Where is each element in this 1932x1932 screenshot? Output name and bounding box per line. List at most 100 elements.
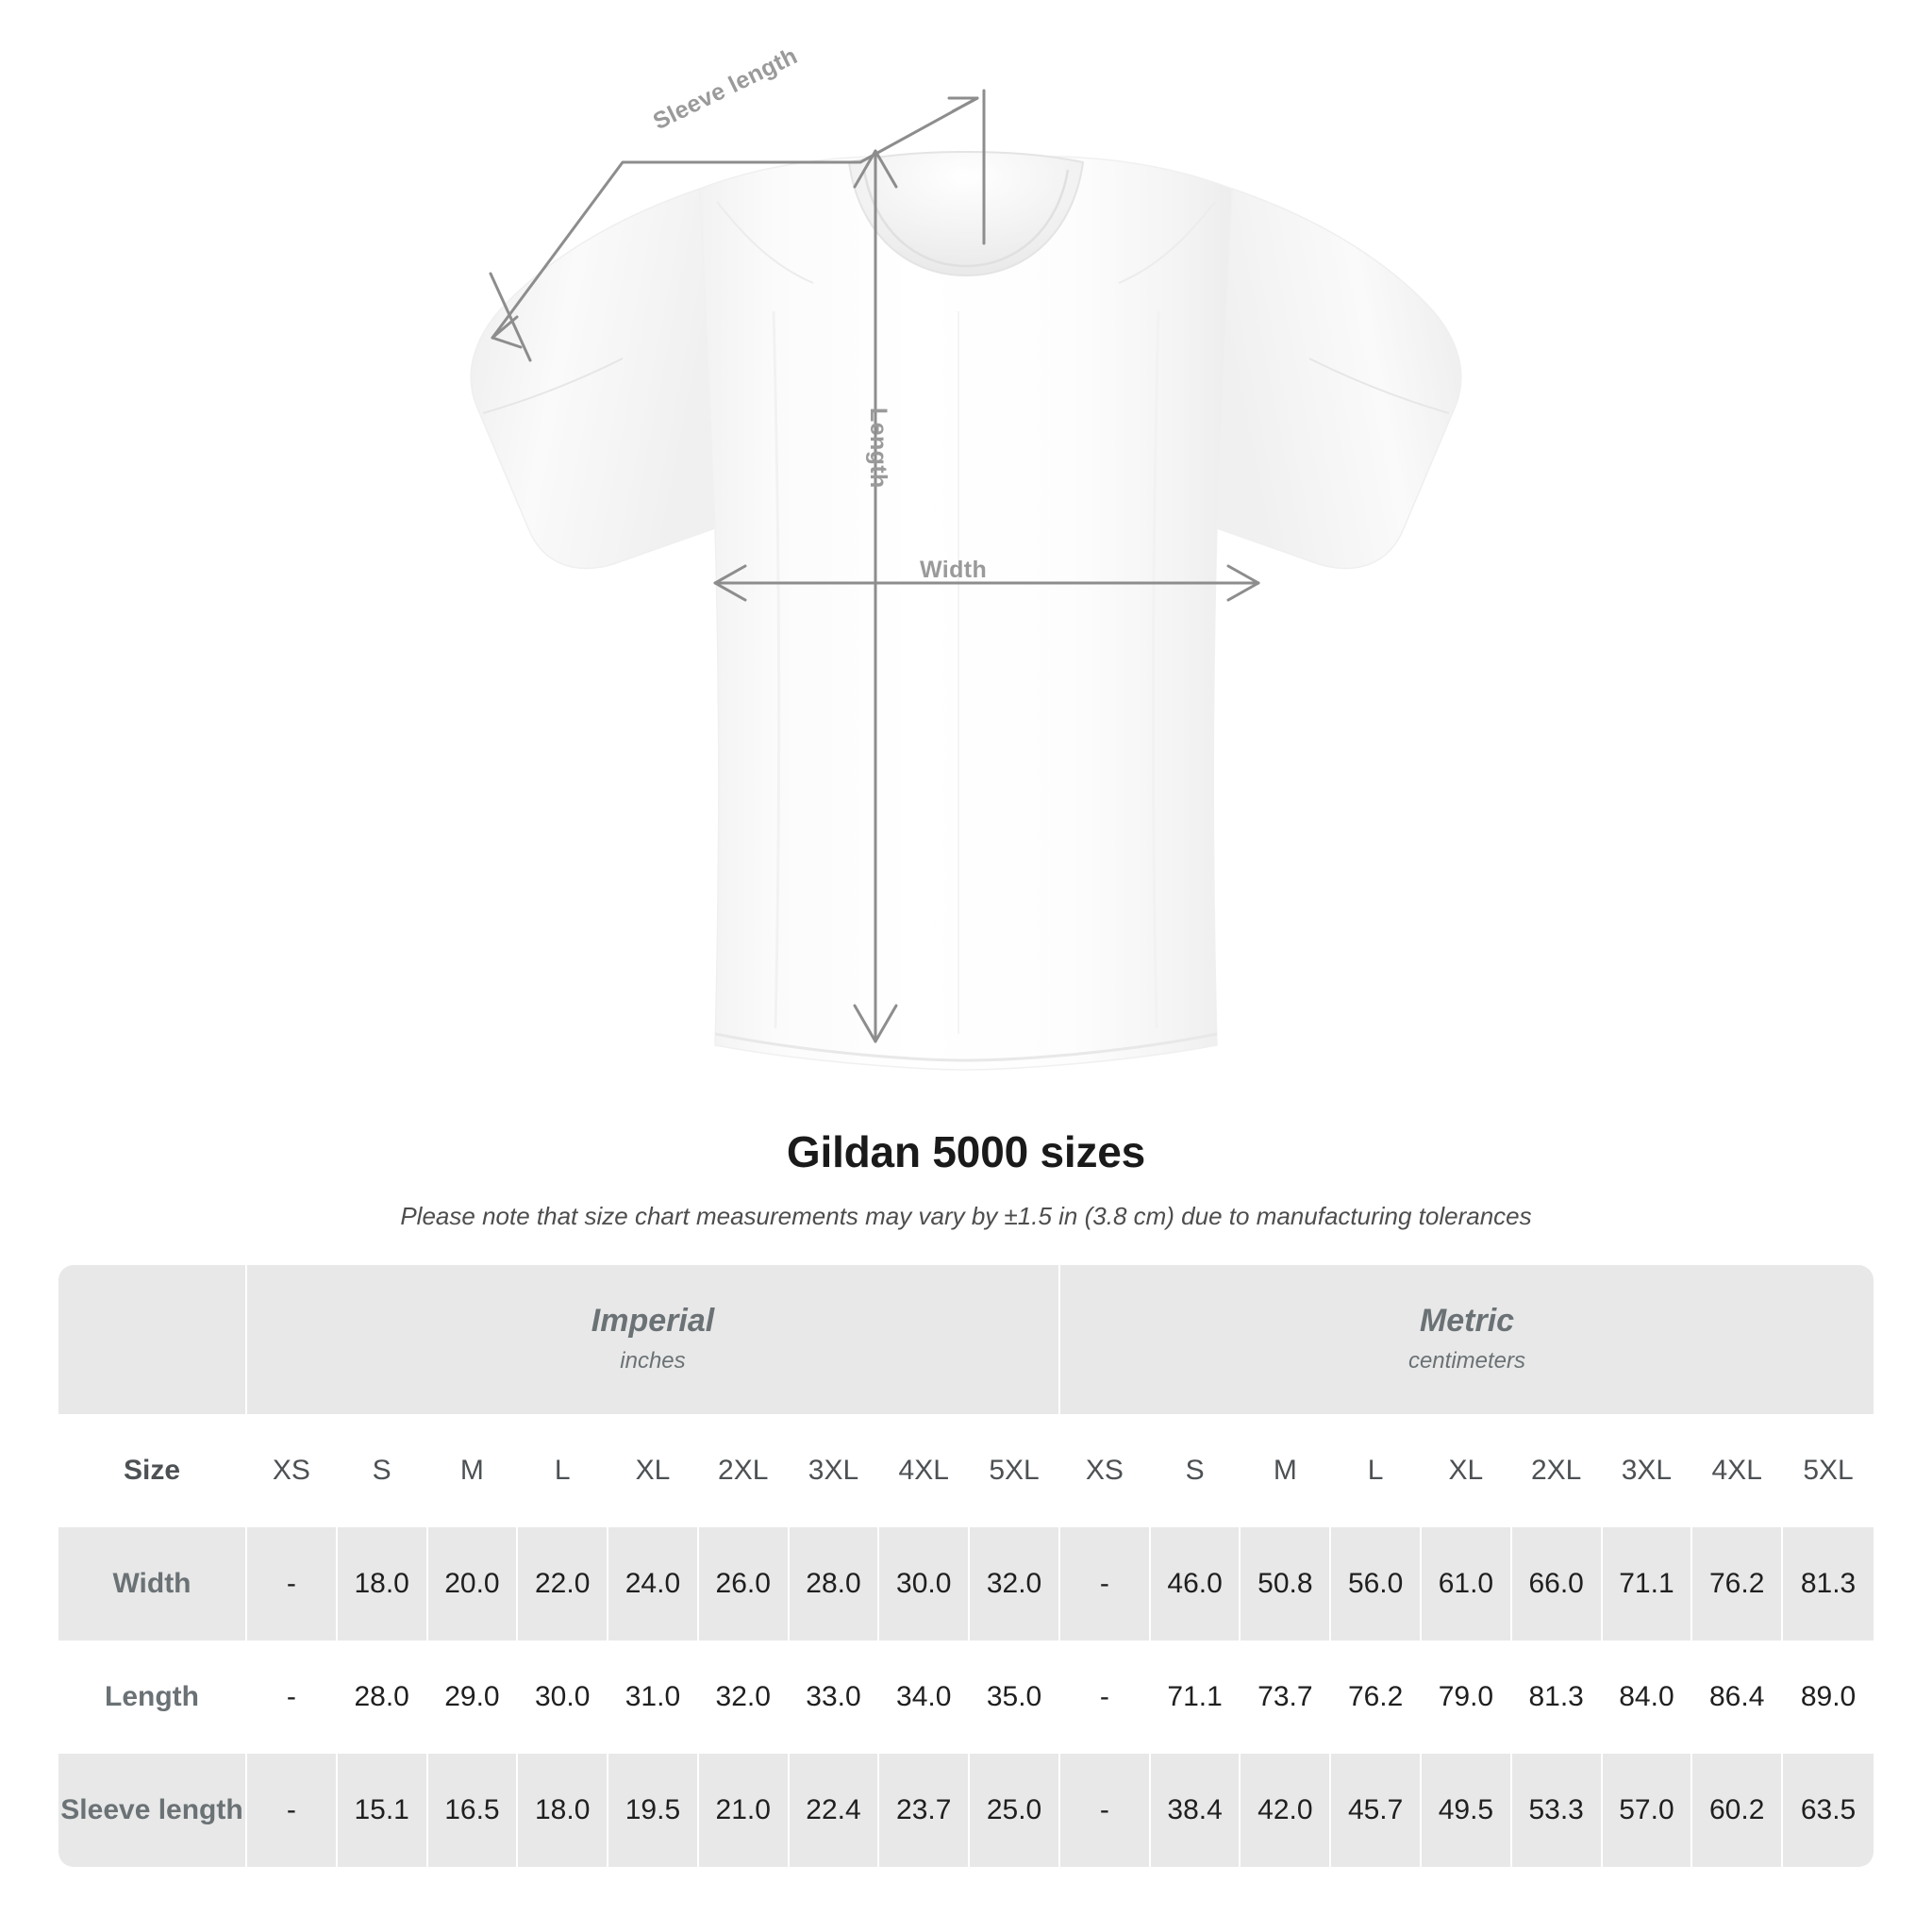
cell-imperial-xl: 19.5 (608, 1754, 699, 1867)
size-header-cell-text: M (1273, 1455, 1297, 1486)
size-header-cell-text: L (554, 1455, 571, 1486)
cell-imperial-m: 29.0 (427, 1641, 519, 1754)
unit-header-metric: Metric centimeters (1059, 1265, 1874, 1414)
cell-imperial-5xl: 35.0 (970, 1641, 1060, 1754)
cell-metric-s: 46.0 (1150, 1527, 1241, 1641)
size-header-cell-text: S (372, 1455, 391, 1486)
cell-value: 81.3 (1800, 1568, 1857, 1599)
cell-value: 76.2 (1709, 1568, 1765, 1599)
cell-value: - (1099, 1794, 1109, 1825)
cell-value: - (286, 1568, 296, 1599)
cell-value: 71.1 (1167, 1681, 1223, 1712)
cell-value: 73.7 (1257, 1681, 1313, 1712)
cell-imperial-4xl: 30.0 (879, 1527, 971, 1641)
cell-imperial-xl: 24.0 (608, 1527, 699, 1641)
cell-value: - (286, 1794, 296, 1825)
cell-value: 28.0 (354, 1681, 409, 1712)
cell-metric-xs: - (1059, 1641, 1151, 1754)
cell-value: 79.0 (1438, 1681, 1494, 1712)
cell-imperial-5xl: 25.0 (970, 1754, 1060, 1867)
cell-metric-m: 50.8 (1241, 1527, 1332, 1641)
cell-value: 63.5 (1800, 1794, 1857, 1825)
unit-name: Imperial (591, 1303, 715, 1340)
cell-imperial-s: 18.0 (337, 1527, 428, 1641)
page-title: Gildan 5000 sizes (786, 1127, 1146, 1176)
size-header-cell-text: 3XL (1621, 1455, 1673, 1486)
size-header-cell-imperial-5xl: 5XL (970, 1414, 1060, 1527)
size-header-cell-text: 5XL (1803, 1455, 1854, 1486)
size-header-cell-metric-3xl: 3XL (1602, 1414, 1693, 1527)
cell-metric-l: 76.2 (1331, 1641, 1423, 1754)
size-header-cell-imperial-2xl: 2XL (698, 1414, 790, 1527)
cell-value: 22.4 (806, 1794, 861, 1825)
cell-value: 46.0 (1167, 1568, 1223, 1599)
cell-metric-4xl: 76.2 (1692, 1527, 1784, 1641)
size-header-cell-imperial-4xl: 4XL (879, 1414, 971, 1527)
cell-value: 30.0 (896, 1568, 952, 1599)
size-header-cell-text: 5XL (989, 1455, 1040, 1486)
size-header-cell-metric-s: S (1150, 1414, 1241, 1527)
length-label: Length (865, 408, 891, 489)
table-row: Width - 18.0 20.0 22.0 24.0 26.0 28.0 30.0 32.0 - 4… (58, 1527, 1874, 1641)
cell-imperial-3xl: 33.0 (789, 1641, 880, 1754)
cell-value: 21.0 (715, 1794, 771, 1825)
size-header-cell-text: XL (1448, 1455, 1484, 1486)
size-header-cell-text: 4XL (1711, 1455, 1762, 1486)
cell-value: 30.0 (534, 1681, 591, 1712)
cell-value: 42.0 (1257, 1794, 1313, 1825)
cell-value: 50.8 (1257, 1568, 1313, 1599)
size-header-cell-imperial-s: S (337, 1414, 428, 1527)
cell-value: 34.0 (896, 1681, 952, 1712)
cell-value: 66.0 (1528, 1568, 1584, 1599)
cell-value: 60.2 (1709, 1794, 1765, 1825)
tshirt-diagram: Sleeve length Length Width (470, 42, 1462, 1071)
size-header-cell-imperial-m: M (427, 1414, 519, 1527)
cell-metric-s: 71.1 (1150, 1641, 1241, 1754)
cell-value: 33.0 (806, 1681, 861, 1712)
size-header-cell-text: XS (1085, 1455, 1124, 1486)
cell-value: 38.4 (1167, 1794, 1223, 1825)
size-header-cell-text: L (1367, 1455, 1384, 1486)
size-header-cell-imperial-xl: XL (608, 1414, 699, 1527)
unit-header-row: Imperial inches Metric centimeters (58, 1265, 1874, 1414)
cell-metric-4xl: 60.2 (1692, 1754, 1784, 1867)
cell-imperial-s: 15.1 (337, 1754, 428, 1867)
row-label-sleeve-length: Sleeve length (58, 1754, 247, 1867)
cell-metric-s: 38.4 (1150, 1754, 1241, 1867)
cell-metric-m: 42.0 (1241, 1754, 1332, 1867)
cell-metric-3xl: 84.0 (1602, 1641, 1693, 1754)
cell-imperial-2xl: 21.0 (698, 1754, 790, 1867)
cell-imperial-l: 22.0 (518, 1527, 609, 1641)
table-row: Sleeve length - 15.1 16.5 18.0 19.5 21.0 22.4 23… (58, 1754, 1874, 1867)
cell-value: 18.0 (534, 1794, 591, 1825)
cell-value: 25.0 (986, 1794, 1042, 1825)
cell-value: 18.0 (354, 1568, 409, 1599)
size-header-cell-metric-2xl: 2XL (1511, 1414, 1603, 1527)
size-header-label: Size (58, 1414, 247, 1527)
cell-imperial-5xl: 32.0 (970, 1527, 1060, 1641)
cell-metric-2xl: 53.3 (1511, 1754, 1603, 1867)
cell-imperial-m: 16.5 (427, 1754, 519, 1867)
size-header-cell-metric-4xl: 4XL (1692, 1414, 1784, 1527)
cell-imperial-4xl: 34.0 (879, 1641, 971, 1754)
cell-metric-xl: 61.0 (1422, 1527, 1512, 1641)
cell-value: 35.0 (986, 1681, 1042, 1712)
cell-metric-m: 73.7 (1241, 1641, 1332, 1754)
cell-value: 71.1 (1619, 1568, 1674, 1599)
cell-metric-5xl: 63.5 (1783, 1754, 1874, 1867)
cell-imperial-m: 20.0 (427, 1527, 519, 1641)
unit-header-imperial: Imperial inches (247, 1265, 1060, 1414)
cell-metric-4xl: 86.4 (1692, 1641, 1784, 1754)
cell-value: 19.5 (625, 1794, 681, 1825)
page-subtitle: Please note that size chart measurements… (400, 1202, 1532, 1230)
size-header-cell-text: 2XL (718, 1455, 769, 1486)
size-header-cell-text: S (1185, 1455, 1205, 1486)
cell-value: 23.7 (896, 1794, 952, 1825)
cell-value: 29.0 (444, 1681, 500, 1712)
size-header-cell-text: XL (635, 1455, 671, 1486)
cell-metric-xl: 79.0 (1422, 1641, 1512, 1754)
cell-metric-2xl: 66.0 (1511, 1527, 1603, 1641)
cell-value: 22.0 (534, 1568, 591, 1599)
cell-value: 61.0 (1438, 1568, 1494, 1599)
size-header-cell-metric-m: M (1241, 1414, 1332, 1527)
